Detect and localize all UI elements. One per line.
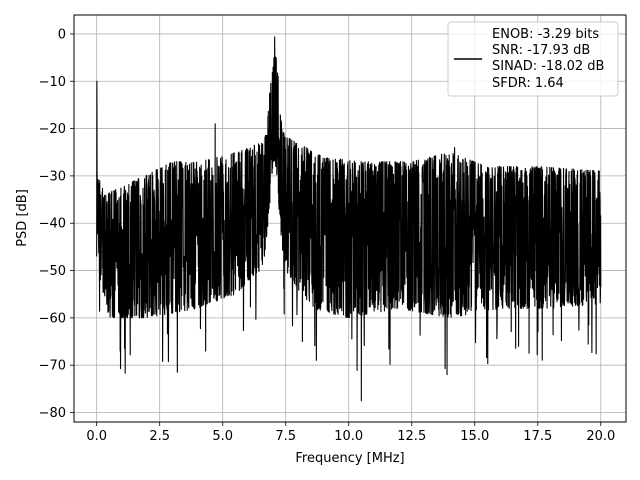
- plot-area: [96, 36, 602, 402]
- axes-frame: [73, 14, 627, 423]
- y-tick-label: 0: [58, 27, 66, 42]
- x-tick-label: 5.0: [212, 429, 233, 444]
- x-tick-label: 20.0: [586, 429, 615, 444]
- y-axis-label: PSD [dB]: [15, 189, 30, 247]
- legend-enob: ENOB: -3.29 bits: [492, 27, 599, 42]
- y-axis-ticks: 0 −10 −20 −30 −40 −50 −60 −70 −80: [39, 27, 74, 421]
- y-tick-label: −70: [39, 359, 66, 374]
- legend-sinad: SINAD: -18.02 dB: [492, 59, 604, 74]
- legend: ENOB: -3.29 bits SNR: -17.93 dB SINAD: -…: [447, 21, 619, 97]
- legend-sfdr: SFDR: 1.64: [492, 76, 564, 91]
- x-axis-ticks: 0.0 2.5 5.0 7.5 10.0 12.5 15.0 17.5 20.0: [86, 422, 615, 444]
- legend-snr: SNR: -17.93 dB: [492, 43, 590, 58]
- x-tick-label: 0.0: [86, 429, 107, 444]
- psd-series-line: [96, 36, 602, 402]
- y-tick-label: −20: [39, 122, 66, 137]
- x-axis-label: Frequency [MHz]: [295, 451, 404, 466]
- x-tick-label: 2.5: [149, 429, 170, 444]
- y-tick-label: −50: [39, 264, 66, 279]
- legend-box: [447, 21, 619, 97]
- x-tick-label: 12.5: [397, 429, 426, 444]
- y-tick-label: −30: [39, 169, 66, 184]
- x-tick-label: 15.0: [460, 429, 489, 444]
- x-tick-label: 10.0: [334, 429, 363, 444]
- y-tick-label: −60: [39, 311, 66, 326]
- x-tick-label: 17.5: [523, 429, 552, 444]
- y-tick-label: −40: [39, 217, 66, 232]
- y-tick-label: −80: [39, 406, 66, 421]
- x-tick-label: 7.5: [275, 429, 296, 444]
- y-tick-label: −10: [39, 75, 66, 90]
